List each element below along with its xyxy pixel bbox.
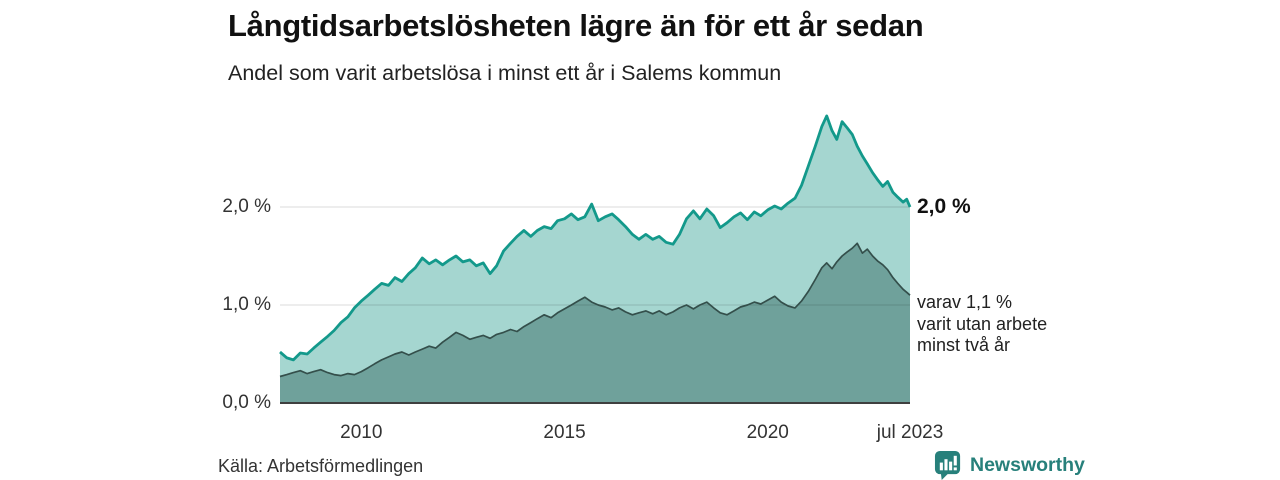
page-subtitle: Andel som varit arbetslösa i minst ett å…: [228, 61, 782, 85]
x-tick-label: jul 2023: [876, 422, 944, 443]
x-tick-label: 2010: [340, 422, 383, 443]
y-tick-label: 2,0 %: [222, 196, 271, 217]
x-tick-label: 2020: [746, 422, 789, 443]
y-tick-label: 1,0 %: [222, 294, 271, 315]
newsworthy-logo[interactable]: Newsworthy: [934, 450, 1085, 480]
secondary-label-line2: varit utan arbete: [917, 313, 1048, 334]
secondary-label-line3: minst två år: [917, 335, 1011, 355]
page-title: Långtidsarbetslösheten lägre än för ett …: [228, 8, 924, 43]
end-value-label-twoplus: varav 1,1 % varit utan arbete minst två …: [917, 292, 1087, 357]
line-total: [279, 114, 912, 362]
area-twoplus: [280, 243, 910, 403]
x-tick-label: 2015: [543, 422, 586, 443]
end-value-label-total: 2,0 %: [917, 195, 971, 218]
line-twoplus: [279, 242, 911, 378]
newsworthy-bubble-chart-icon: [934, 450, 961, 480]
secondary-label-line1: varav 1,1 %: [917, 292, 1013, 312]
source-credit: Källa: Arbetsförmedlingen: [218, 456, 424, 476]
newsworthy-wordmark: Newsworthy: [970, 453, 1085, 476]
y-tick-label: 0,0 %: [222, 392, 271, 413]
